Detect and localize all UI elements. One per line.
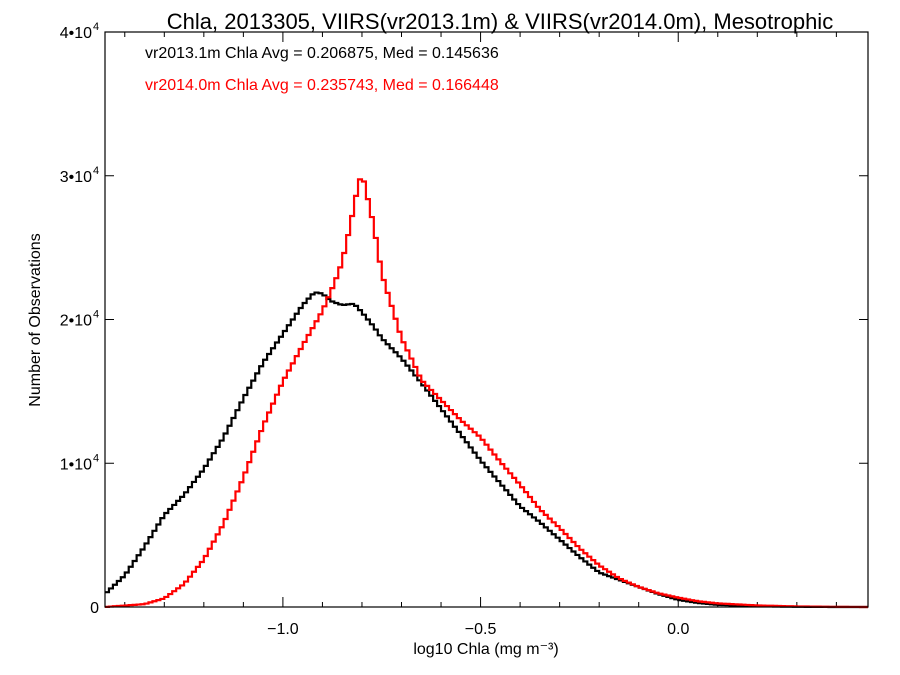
x-tick-label: −0.5 [465,621,497,638]
plot-frame [104,31,869,608]
x-tick-label: 0.0 [667,621,689,638]
y-axis-ticks: 01•10 42•10 43•10 44•10 4 [60,21,868,617]
y-tick-exponent: 4 [93,21,99,33]
chart-title: Chla, 2013305, VIIRS(vr2013.1m) & VIIRS(… [167,9,833,34]
y-tick-label: 1•10 [60,456,92,473]
x-axis-label: log10 Chla (mg m⁻³) [413,641,558,658]
y-tick-exponent: 4 [93,309,99,321]
y-tick-label: 2•10 [60,313,92,330]
y-axis-label: Number of Observations [27,233,44,406]
x-axis-ticks: −1.0 −0.5 0.0 [124,32,837,638]
y-tick-label: 0 [90,600,99,617]
annotation-vr2014: vr2014.0m Chla Avg = 0.235743, Med = 0.1… [145,77,499,94]
x-tick-label: −1.0 [267,621,299,638]
series-layer [105,178,868,609]
y-tick-label: 3•10 [60,169,92,186]
y-tick-exponent: 4 [93,165,99,177]
annotation-vr2013: vr2013.1m Chla Avg = 0.206875, Med = 0.1… [145,45,499,62]
series-line-1 [105,178,868,609]
y-tick-label: 4•10 [60,25,92,42]
y-tick-exponent: 4 [93,452,99,464]
